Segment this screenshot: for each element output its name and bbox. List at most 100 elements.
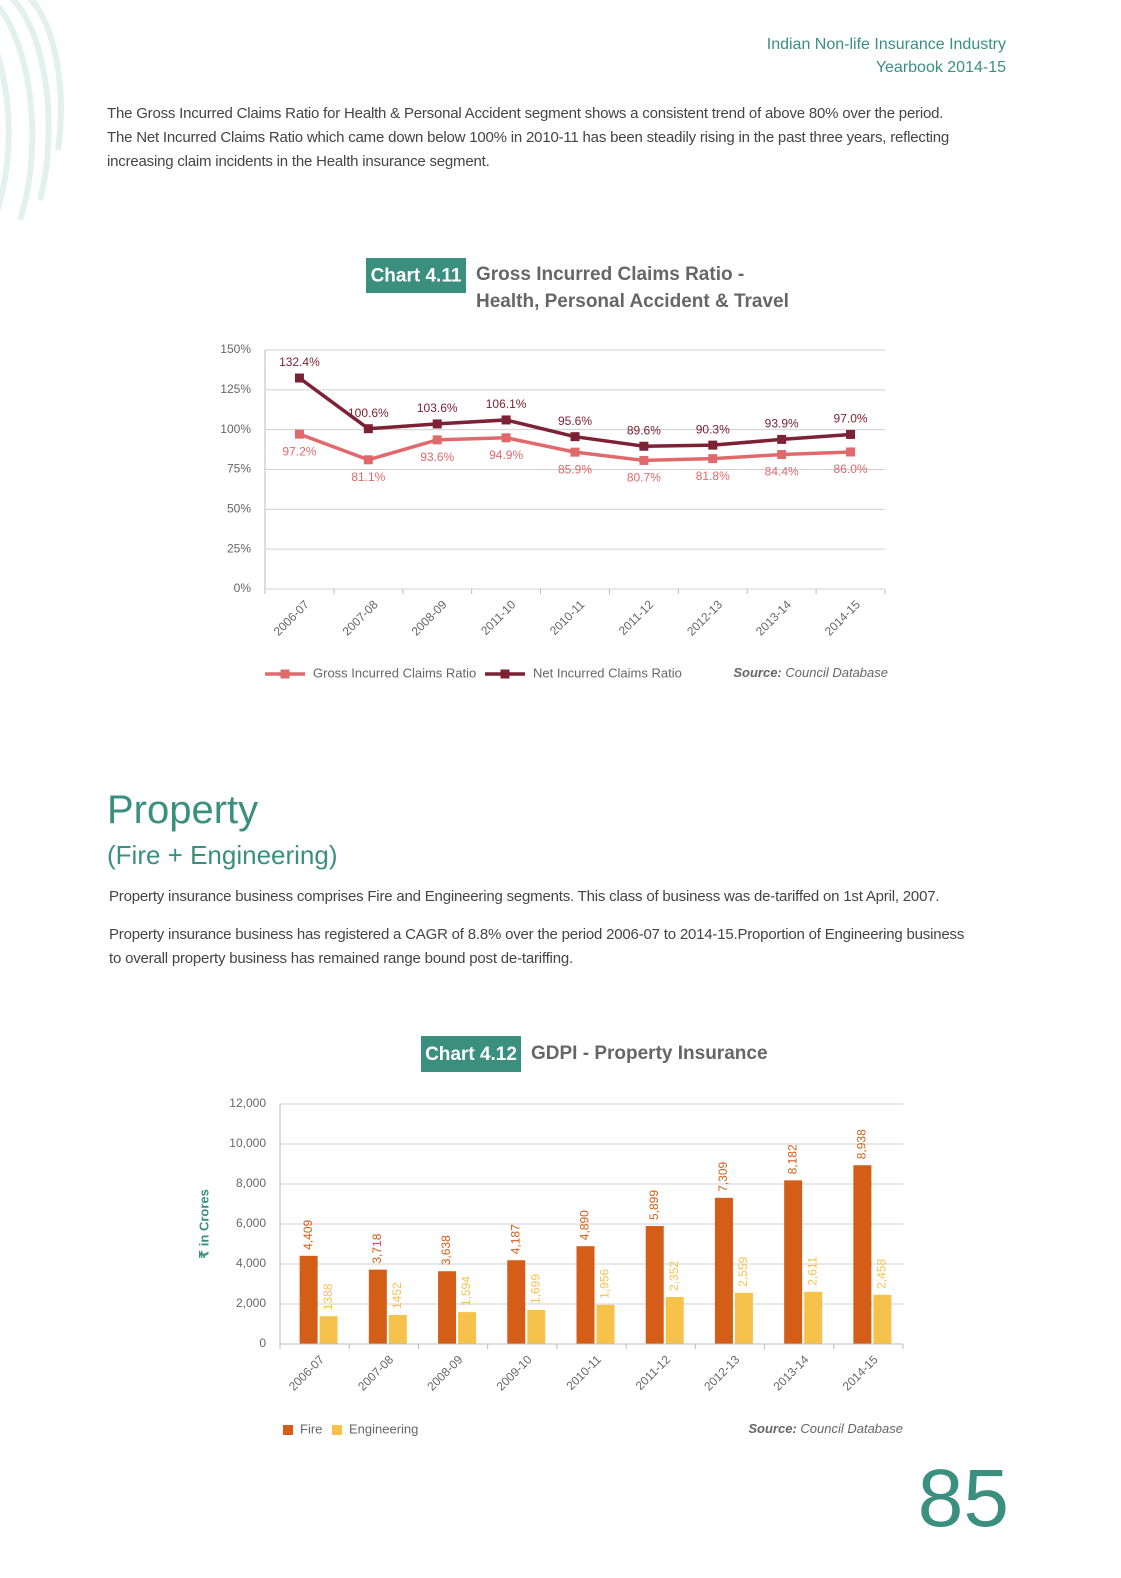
- x-tick-label: 2014-15: [840, 1352, 881, 1393]
- data-label: 4,409: [301, 1219, 315, 1249]
- legend-marker: [332, 1425, 342, 1435]
- y-tick-label: 150%: [220, 342, 251, 356]
- y-axis-label: ₹ in Crores: [196, 1189, 211, 1259]
- point-marker: [708, 454, 718, 464]
- chart-title: Health, Personal Accident & Travel: [476, 291, 789, 312]
- bar: [853, 1165, 872, 1344]
- bar: [388, 1314, 407, 1344]
- point-marker: [570, 447, 580, 457]
- bar: [596, 1304, 615, 1344]
- y-tick-label: 0%: [234, 581, 252, 595]
- data-label: 3,718: [370, 1233, 384, 1263]
- data-label: 7,309: [716, 1161, 730, 1191]
- bar: [734, 1292, 753, 1344]
- bar: [873, 1294, 892, 1344]
- y-tick-label: 12,000: [229, 1096, 266, 1110]
- x-tick-label: 2007-08: [355, 1352, 396, 1393]
- decoration: [0, 0, 64, 221]
- bar: [665, 1296, 684, 1344]
- x-tick-label: 2011-10: [478, 597, 519, 638]
- data-label: 2,458: [875, 1258, 889, 1288]
- data-label: 103.6%: [417, 401, 458, 415]
- legend-marker: [283, 1425, 293, 1435]
- point-marker: [363, 424, 373, 434]
- bar: [319, 1316, 338, 1344]
- x-tick-label: 2011-12: [633, 1352, 674, 1393]
- point-marker: [501, 433, 511, 443]
- section-title: Property: [107, 788, 259, 832]
- data-label: 132.4%: [279, 355, 320, 369]
- x-tick-label: 2007-08: [340, 597, 381, 638]
- y-tick-label: 75%: [227, 462, 251, 476]
- chart-title: GDPI - Property Insurance: [531, 1043, 768, 1064]
- bar: [784, 1180, 803, 1344]
- data-label: 90.3%: [696, 422, 730, 436]
- x-tick-label: 2006-07: [286, 1352, 327, 1393]
- data-label: 95.6%: [558, 414, 592, 428]
- point-marker: [501, 415, 511, 425]
- data-label: 2,611: [805, 1256, 819, 1285]
- legend-marker: [280, 669, 290, 679]
- x-tick-label: 2012-13: [701, 1352, 742, 1393]
- x-tick-label: 2010-11: [563, 1352, 604, 1393]
- data-label: 5,899: [647, 1190, 661, 1220]
- y-tick-label: 4,000: [236, 1256, 266, 1270]
- data-label: 81.8%: [696, 469, 730, 483]
- source-text: Council Database: [782, 665, 888, 680]
- x-tick-label: 2013-14: [770, 1352, 811, 1393]
- data-label: 93.6%: [420, 450, 454, 464]
- legend-label: Net Incurred Claims Ratio: [533, 665, 682, 680]
- paragraph-line: to overall property business has remaine…: [109, 950, 573, 967]
- x-tick-label: 2014-15: [822, 597, 863, 638]
- paragraph-line: The Gross Incurred Claims Ratio for Heal…: [107, 105, 944, 122]
- x-tick-label: 2013-14: [753, 597, 794, 638]
- legend-marker: [500, 669, 510, 679]
- data-label: 84.4%: [765, 465, 799, 479]
- bar: [714, 1197, 733, 1344]
- data-label: 89.6%: [627, 423, 661, 437]
- bar: [368, 1269, 387, 1344]
- data-label: 94.9%: [489, 448, 523, 462]
- y-tick-label: 25%: [227, 541, 251, 555]
- data-label: 1452: [390, 1282, 404, 1309]
- data-label: 8,938: [855, 1129, 869, 1159]
- data-label: 97.2%: [282, 444, 316, 458]
- bar: [458, 1312, 477, 1344]
- data-label: 86.0%: [834, 462, 868, 476]
- bar: [507, 1260, 526, 1344]
- data-label: 4,890: [578, 1210, 592, 1240]
- source-label: Source:: [733, 665, 781, 680]
- x-tick-label: 2009-10: [494, 1352, 535, 1393]
- y-tick-label: 50%: [227, 502, 251, 516]
- data-label: 1388: [321, 1283, 335, 1310]
- data-label: 100.6%: [348, 406, 389, 420]
- section-subtitle: (Fire + Engineering): [107, 840, 338, 870]
- x-tick-label: 2006-07: [271, 597, 312, 638]
- legend-label: Engineering: [349, 1421, 418, 1436]
- paragraph-line: The Net Incurred Claims Ratio which came…: [107, 129, 950, 146]
- x-tick-label: 2012-13: [684, 597, 725, 638]
- bar: [576, 1246, 595, 1344]
- point-marker: [777, 450, 787, 460]
- legend-label: Fire: [300, 1421, 322, 1436]
- point-marker: [294, 373, 304, 383]
- data-label: 8,182: [785, 1144, 799, 1174]
- x-tick-label: 2008-09: [424, 1352, 465, 1393]
- bar: [438, 1271, 457, 1344]
- y-tick-label: 10,000: [229, 1136, 266, 1150]
- point-marker: [639, 441, 649, 451]
- data-label: 3,638: [439, 1235, 453, 1265]
- x-tick-label: 2010-11: [547, 597, 588, 638]
- x-tick-label: 2011-12: [616, 597, 657, 638]
- source-text: Council Database: [797, 1421, 903, 1436]
- chart-label: Chart 4.11: [371, 266, 462, 287]
- data-label: 97.0%: [834, 412, 868, 426]
- page-number: 85: [917, 1453, 1009, 1544]
- data-label: 93.9%: [765, 417, 799, 431]
- data-label: 80.7%: [627, 471, 661, 485]
- paragraph-line: Property insurance business comprises Fi…: [109, 888, 940, 905]
- source: Source: Council Database: [748, 1421, 903, 1436]
- source: Source: Council Database: [733, 665, 888, 680]
- point-marker: [432, 419, 442, 429]
